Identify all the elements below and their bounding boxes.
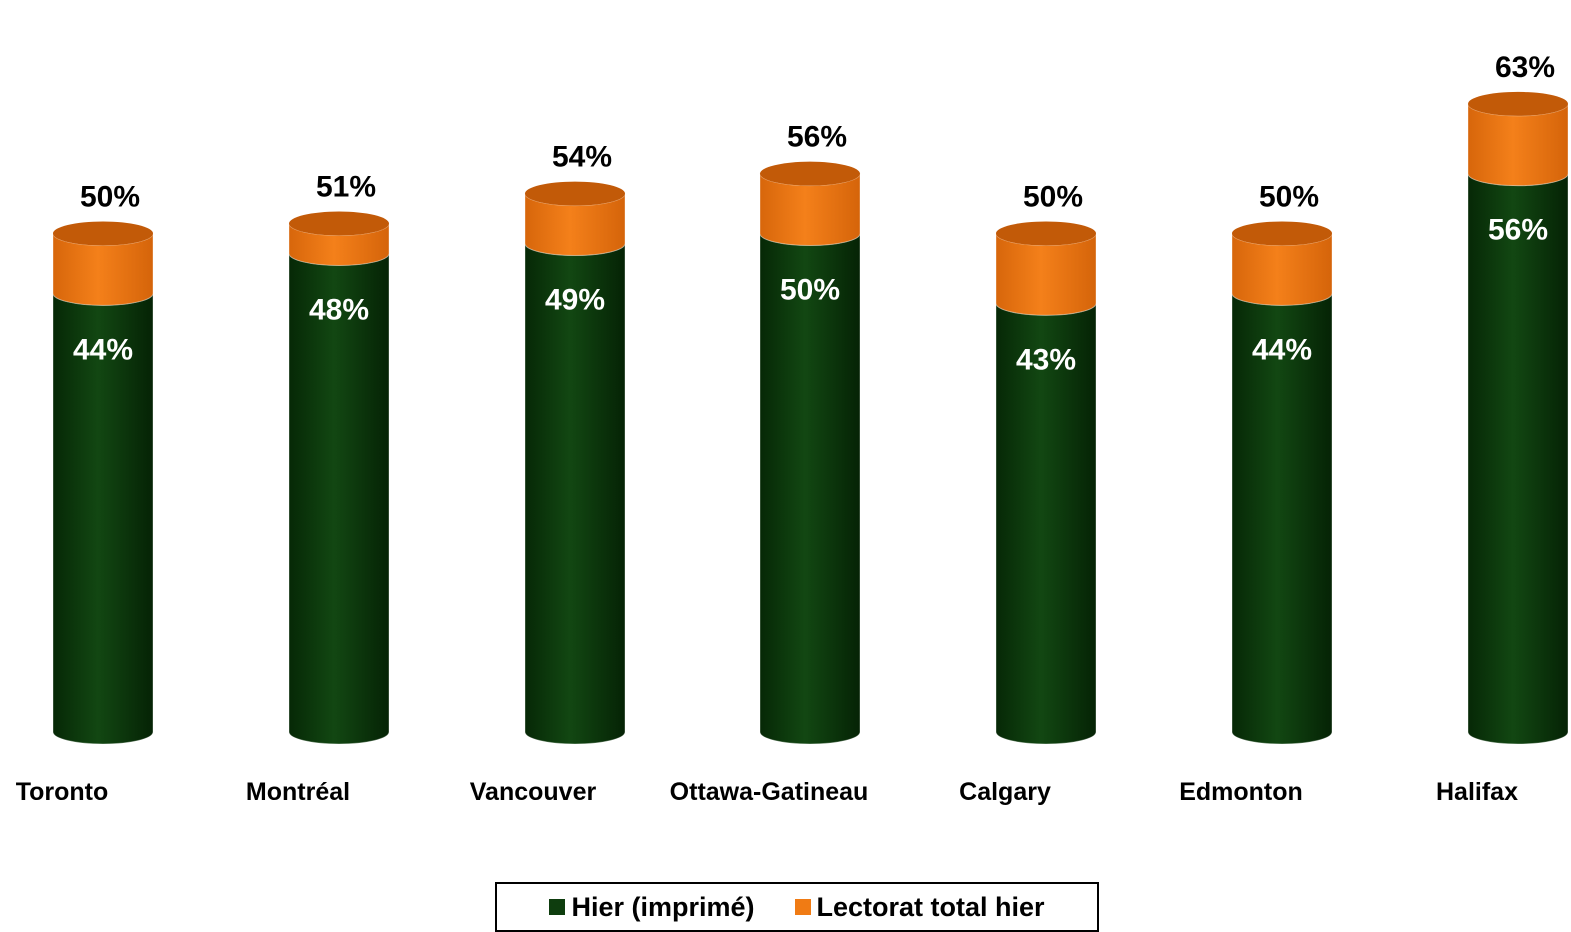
bar-total-6 [1467,103,1569,187]
data-label-total-1: 51% [316,171,376,204]
bar-cap-5 [1232,221,1332,246]
bar-total-3 [759,173,861,246]
data-label-print-5: 44% [1252,333,1312,366]
legend-item-print: Hier (imprimé) [549,891,755,923]
bar-cap-2 [525,181,625,206]
data-label-total-5: 50% [1259,181,1319,214]
data-label-print-3: 50% [780,274,840,307]
data-label-print-2: 49% [545,283,605,316]
data-label-total-6: 63% [1495,51,1555,84]
category-label-5: Edmonton [1179,778,1303,806]
bar-print-6 [1467,173,1569,745]
legend-swatch-total [794,899,811,915]
bar-cap-1 [289,211,389,236]
data-label-print-0: 44% [73,333,133,366]
data-label-print-4: 43% [1016,343,1076,376]
bar-cap-6 [1468,91,1568,116]
bar-cap-3 [760,161,860,186]
category-label-1: Montréal [246,778,350,806]
legend-label-total: Lectorat total hier [816,891,1045,922]
data-label-print-1: 48% [309,293,369,326]
bar-cap-4 [996,221,1096,246]
legend-item-total: Lectorat total hier [794,891,1045,923]
data-label-total-4: 50% [1023,181,1083,214]
legend: Hier (imprimé) Lectorat total hier [495,882,1099,932]
data-label-total-2: 54% [552,141,612,174]
category-label-4: Calgary [959,778,1051,806]
legend-label-print: Hier (imprimé) [571,891,755,922]
bar-total-4 [995,233,1097,316]
bar-print-3 [759,233,861,745]
bar-print-2 [524,243,626,745]
category-label-6: Halifax [1436,778,1518,806]
category-label-2: Vancouver [470,778,597,806]
legend-swatch-print [549,899,566,915]
bar-cap-0 [53,221,153,246]
bar-print-1 [288,253,390,745]
data-label-total-0: 50% [80,181,140,214]
category-label-0: Toronto [16,778,109,806]
chart-canvas: 44% 50% Toronto 48% 51% Montréal 49% 54% Vancouv… [16,51,1569,806]
data-label-print-6: 56% [1488,214,1548,247]
data-label-total-3: 56% [787,121,847,154]
category-label-3: Ottawa-Gatineau [670,778,869,806]
